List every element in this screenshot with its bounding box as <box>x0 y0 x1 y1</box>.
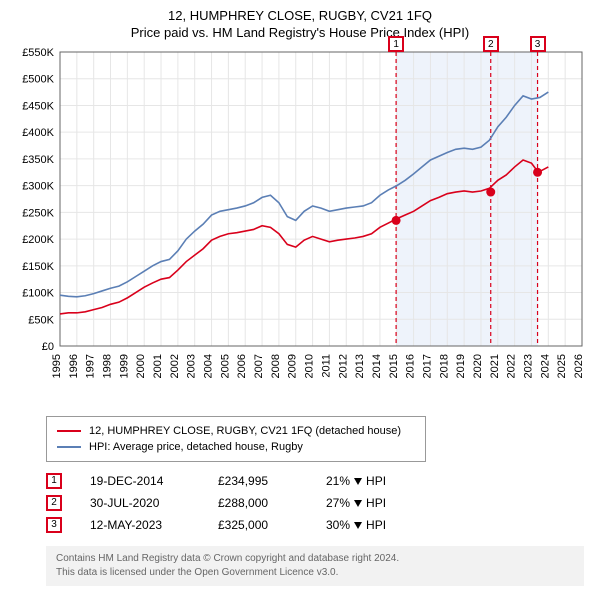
svg-text:£200K: £200K <box>22 234 54 246</box>
svg-text:£350K: £350K <box>22 154 54 166</box>
transaction-price: £234,995 <box>218 474 298 488</box>
transaction-diff: 30% HPI <box>326 518 386 532</box>
table-row: 3 12-MAY-2023 £325,000 30% HPI <box>46 514 586 536</box>
arrow-down-icon <box>354 522 362 529</box>
svg-text:£0: £0 <box>42 341 54 353</box>
transaction-marker: 3 <box>46 517 62 533</box>
svg-text:2007: 2007 <box>253 354 265 378</box>
diff-percent: 21% <box>326 474 350 488</box>
svg-text:2024: 2024 <box>539 354 551 378</box>
svg-text:2005: 2005 <box>219 354 231 378</box>
svg-text:£100K: £100K <box>22 288 54 300</box>
diff-percent: 30% <box>326 518 350 532</box>
footer-attribution: Contains HM Land Registry data © Crown c… <box>46 546 584 586</box>
transaction-date: 30-JUL-2020 <box>90 496 190 510</box>
transaction-diff: 21% HPI <box>326 474 386 488</box>
footer-line: Contains HM Land Registry data © Crown c… <box>56 552 574 566</box>
arrow-down-icon <box>354 478 362 485</box>
svg-text:2000: 2000 <box>135 354 147 378</box>
table-row: 2 30-JUL-2020 £288,000 27% HPI <box>46 492 586 514</box>
svg-text:£250K: £250K <box>22 207 54 219</box>
svg-text:£50K: £50K <box>28 314 54 326</box>
transaction-date: 19-DEC-2014 <box>90 474 190 488</box>
svg-text:2025: 2025 <box>556 354 568 378</box>
legend-label: 12, HUMPHREY CLOSE, RUGBY, CV21 1FQ (det… <box>89 425 401 437</box>
svg-text:1995: 1995 <box>51 354 63 378</box>
svg-text:2019: 2019 <box>455 354 467 378</box>
chart-marker-label: 1 <box>388 36 404 52</box>
svg-text:£450K: £450K <box>22 100 54 112</box>
svg-text:2003: 2003 <box>186 354 198 378</box>
chart-marker-label: 2 <box>483 36 499 52</box>
svg-text:1999: 1999 <box>118 354 130 378</box>
svg-text:2016: 2016 <box>405 354 417 378</box>
arrow-down-icon <box>354 500 362 507</box>
svg-text:2011: 2011 <box>320 354 332 378</box>
svg-text:£500K: £500K <box>22 74 54 86</box>
transaction-price: £325,000 <box>218 518 298 532</box>
diff-suffix: HPI <box>366 474 386 488</box>
svg-text:£300K: £300K <box>22 181 54 193</box>
title-block: 12, HUMPHREY CLOSE, RUGBY, CV21 1FQ Pric… <box>10 8 590 40</box>
svg-text:2018: 2018 <box>438 354 450 378</box>
diff-suffix: HPI <box>366 496 386 510</box>
chart-area: £0 £50K £100K £150K £200K £250K £300K £350K £400… <box>10 46 590 406</box>
legend-box: 12, HUMPHREY CLOSE, RUGBY, CV21 1FQ (det… <box>46 416 426 462</box>
svg-text:2002: 2002 <box>169 354 181 378</box>
legend-swatch <box>57 446 81 448</box>
svg-text:2006: 2006 <box>236 354 248 378</box>
svg-text:2023: 2023 <box>522 354 534 378</box>
svg-text:2001: 2001 <box>152 354 164 378</box>
svg-text:£400K: £400K <box>22 127 54 139</box>
transaction-date: 12-MAY-2023 <box>90 518 190 532</box>
svg-text:2014: 2014 <box>371 354 383 378</box>
svg-text:1997: 1997 <box>85 354 97 378</box>
svg-text:1996: 1996 <box>68 354 80 378</box>
svg-text:2021: 2021 <box>489 354 501 378</box>
svg-text:£150K: £150K <box>22 261 54 273</box>
chart-svg: £0 £50K £100K £150K £200K £250K £300K £350K £400… <box>10 46 590 406</box>
chart-marker-label: 3 <box>530 36 546 52</box>
chart-title-address: 12, HUMPHREY CLOSE, RUGBY, CV21 1FQ <box>10 8 590 23</box>
legend-item: 12, HUMPHREY CLOSE, RUGBY, CV21 1FQ (det… <box>57 423 415 439</box>
chart-title-subtitle: Price paid vs. HM Land Registry's House … <box>10 25 590 40</box>
svg-text:2017: 2017 <box>421 354 433 378</box>
svg-text:2009: 2009 <box>287 354 299 378</box>
transaction-price: £288,000 <box>218 496 298 510</box>
svg-text:£550K: £550K <box>22 47 54 59</box>
svg-text:2008: 2008 <box>270 354 282 378</box>
diff-percent: 27% <box>326 496 350 510</box>
svg-text:1998: 1998 <box>102 354 114 378</box>
legend-item: HPI: Average price, detached house, Rugb… <box>57 439 415 455</box>
page-container: 12, HUMPHREY CLOSE, RUGBY, CV21 1FQ Pric… <box>0 0 600 592</box>
svg-text:2010: 2010 <box>304 354 316 378</box>
footer-line: This data is licensed under the Open Gov… <box>56 566 574 580</box>
transaction-marker: 2 <box>46 495 62 511</box>
transaction-marker: 1 <box>46 473 62 489</box>
svg-text:2012: 2012 <box>337 354 349 378</box>
legend-label: HPI: Average price, detached house, Rugb… <box>89 441 303 453</box>
svg-text:2022: 2022 <box>506 354 518 378</box>
svg-text:2020: 2020 <box>472 354 484 378</box>
diff-suffix: HPI <box>366 518 386 532</box>
transaction-diff: 27% HPI <box>326 496 386 510</box>
svg-text:2013: 2013 <box>354 354 366 378</box>
svg-text:2004: 2004 <box>203 354 215 378</box>
svg-text:2026: 2026 <box>573 354 585 378</box>
table-row: 1 19-DEC-2014 £234,995 21% HPI <box>46 470 586 492</box>
transaction-table: 1 19-DEC-2014 £234,995 21% HPI 2 30-JUL-… <box>46 470 586 536</box>
legend-swatch <box>57 430 81 432</box>
svg-text:2015: 2015 <box>388 354 400 378</box>
